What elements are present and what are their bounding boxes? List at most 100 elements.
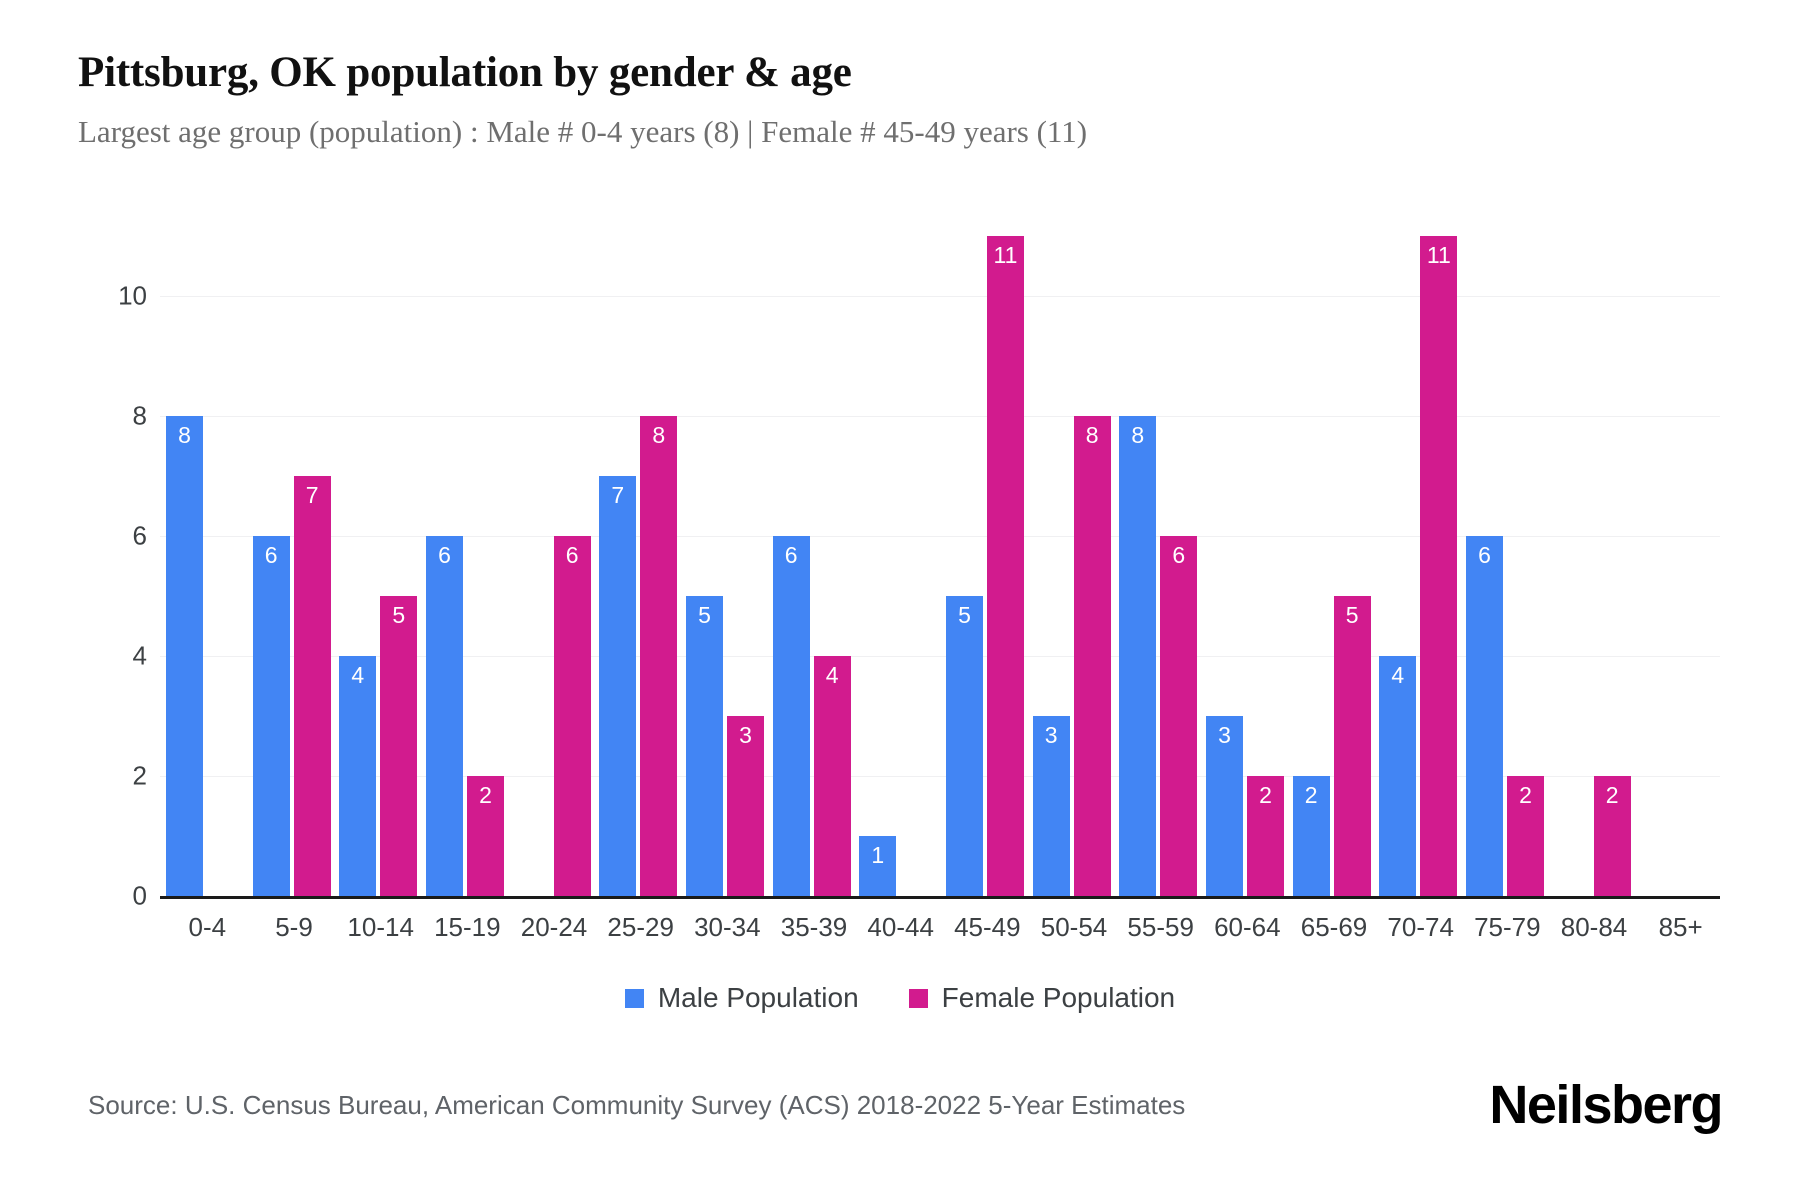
chart-subtitle: Largest age group (population) : Male # … <box>78 114 1088 150</box>
bar-value-label: 11 <box>1426 242 1451 268</box>
y-axis-tick-label: 0 <box>132 880 147 911</box>
bar-value-label: 11 <box>993 242 1018 268</box>
female-color-swatch <box>908 988 928 1008</box>
bar-female[interactable]: 7 <box>293 476 331 896</box>
bar-male[interactable]: 2 <box>1292 776 1330 896</box>
x-axis-tick-label: 55-59 <box>1127 912 1194 942</box>
bar-value-label: 6 <box>438 542 451 568</box>
x-axis-tick-label: 60-64 <box>1214 912 1281 942</box>
bar-female[interactable]: 11 <box>1420 236 1458 896</box>
bar-female[interactable]: 8 <box>640 416 678 896</box>
x-axis-labels: 0-4 5-9 10-14 15-19 20-24 25-29 30-34 35-39 40-4… <box>160 912 1720 952</box>
bar-value-label: 6 <box>1478 542 1491 568</box>
x-axis-tick-label: 70-74 <box>1387 912 1454 942</box>
bar-value-label: 3 <box>739 722 752 748</box>
x-axis-tick-label: 5-9 <box>275 912 313 942</box>
bar-group: 2 <box>1547 236 1634 896</box>
bar-female[interactable]: 5 <box>1333 596 1371 896</box>
bar-male[interactable]: 6 <box>1466 536 1503 896</box>
x-axis-tick-label: 10-14 <box>347 912 414 942</box>
bar-value-label: 7 <box>611 482 625 508</box>
bar-female[interactable]: 6 <box>1160 536 1198 896</box>
bar-value-label: 5 <box>698 602 711 628</box>
bar-value-label: 2 <box>479 782 492 808</box>
bar-female[interactable]: 6 <box>553 536 591 896</box>
bar-value-label: 5 <box>392 602 406 628</box>
bar-male[interactable]: 6 <box>426 536 463 896</box>
bar-value-label: 6 <box>264 542 278 568</box>
x-axis-tick-label: 30-34 <box>694 912 761 942</box>
bar-female[interactable]: 2 <box>1593 776 1631 896</box>
bar-group: 6 <box>507 236 594 896</box>
bar-female[interactable]: 4 <box>813 656 851 896</box>
bar-female[interactable]: 11 <box>987 236 1024 896</box>
bar-male[interactable]: 7 <box>599 476 637 896</box>
legend-label: Male Population <box>657 982 859 1013</box>
bar-male[interactable]: 4 <box>339 656 377 896</box>
x-axis-line <box>160 896 1720 899</box>
y-axis-tick-label: 2 <box>132 760 147 791</box>
bar-male[interactable]: 6 <box>252 536 290 896</box>
x-axis-tick-label: 75-79 <box>1474 912 1541 942</box>
bar-value-label: 4 <box>1391 662 1405 688</box>
bar-male[interactable]: 6 <box>772 536 810 896</box>
bar-value-label: 5 <box>1345 602 1359 628</box>
bar-female[interactable]: 2 <box>1507 776 1544 896</box>
chart-legend: Male Population Female Population <box>0 982 1800 1014</box>
bars-layer: 8 6 7 4 5 6 2 6 7 8 5 3 6 4 1 5 11 3 8 8 6 3 2 2 5 4 11 6 2 2 <box>160 236 1720 896</box>
bar-value-label: 2 <box>1304 782 1318 808</box>
bar-value-label: 6 <box>784 542 798 568</box>
bar-value-label: 8 <box>652 422 666 448</box>
grid-lines <box>160 236 1720 896</box>
x-axis-tick-label: 40-44 <box>867 912 934 942</box>
bar-male[interactable]: 5 <box>686 596 723 896</box>
bar-value-label: 6 <box>565 542 579 568</box>
bar-male[interactable]: 8 <box>1119 416 1157 896</box>
y-axis-tick-label: 10 <box>118 280 147 311</box>
chart-header: Pittsburg, OK population by gender & age… <box>78 48 1718 151</box>
bar-group: 1 <box>853 236 940 896</box>
legend-item[interactable]: Female Population <box>908 982 1175 1014</box>
gridline <box>160 776 1720 777</box>
x-axis-tick-label: 20-24 <box>520 912 588 942</box>
x-axis-tick-label: 0-4 <box>188 912 227 942</box>
x-axis-tick-label: 25-29 <box>607 912 674 942</box>
bar-value-label: 8 <box>1085 422 1099 448</box>
bar-group: 4 11 <box>1373 236 1460 896</box>
gridline <box>160 536 1720 537</box>
x-axis-tick-label: 35-39 <box>780 912 848 942</box>
bar-female[interactable]: 5 <box>380 596 418 896</box>
y-axis-tick-label: 4 <box>132 640 147 671</box>
bar-value-label: 8 <box>1131 422 1145 448</box>
bar-male[interactable]: 4 <box>1379 656 1417 896</box>
neilsberg-logo: Neilsberg <box>1489 1075 1723 1135</box>
chart-plot-area: 0 2 4 6 8 10 8 6 7 4 5 6 2 6 7 8 5 3 6 4 1 5 11 3 8 8 6 3 2 2 5 4 11 6 2 2… <box>0 236 1800 942</box>
x-axis-tick-label: 80-84 <box>1560 912 1628 942</box>
bar-value-label: 4 <box>825 662 839 688</box>
bar-male[interactable]: 8 <box>166 416 203 896</box>
bar-female[interactable]: 3 <box>727 716 764 896</box>
legend-item[interactable]: Male Population <box>624 982 859 1014</box>
bar-male[interactable]: 1 <box>859 836 897 896</box>
source-note: Source: U.S. Census Bureau, American Com… <box>88 1090 1186 1120</box>
bar-value-label: 3 <box>1044 722 1058 748</box>
bar-male[interactable]: 5 <box>946 596 983 896</box>
bar-value-label: 6 <box>1172 542 1186 568</box>
x-axis-tick-label: 50-54 <box>1040 912 1108 942</box>
bar-female[interactable]: 2 <box>467 776 504 896</box>
bar-female[interactable]: 8 <box>1073 416 1111 896</box>
bar-value-label: 1 <box>871 842 885 868</box>
bar-male[interactable]: 3 <box>1206 716 1243 896</box>
y-axis-tick-label: 6 <box>132 520 147 551</box>
bar-male[interactable]: 3 <box>1032 716 1070 896</box>
bar-female[interactable]: 2 <box>1247 776 1284 896</box>
page-title: Pittsburg, OK population by gender & age <box>78 49 852 96</box>
